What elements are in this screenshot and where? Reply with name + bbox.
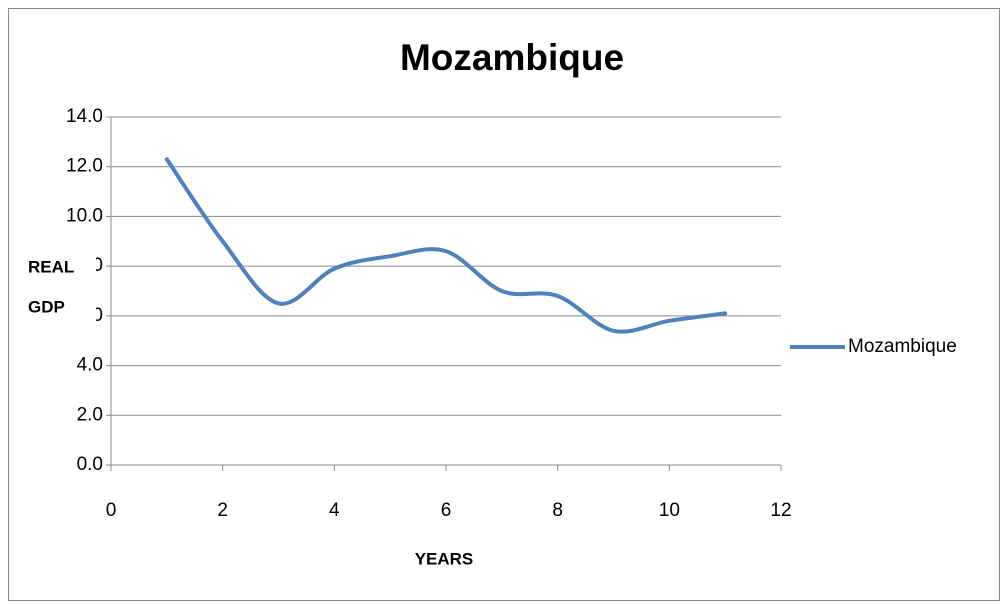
chart-title: Mozambique: [400, 37, 624, 78]
x-tick-label: 12: [770, 500, 791, 521]
x-tick-label: 2: [217, 500, 228, 521]
x-axis-title: YEARS: [415, 549, 474, 568]
x-tick-label: 4: [329, 500, 340, 521]
y-tick-label: 14.0: [66, 106, 103, 127]
x-tick-label: 0: [106, 500, 117, 521]
x-tick-label: 6: [441, 500, 452, 521]
y-tick-label: 10.0: [66, 205, 103, 226]
y-axis-title: REAL: [28, 257, 74, 276]
legend-label: Mozambique: [848, 336, 957, 357]
y-tick-label: 2.0: [77, 404, 103, 425]
series-line: [164, 157, 728, 334]
x-tick-label: 10: [659, 500, 680, 521]
y-tick-label: 12.0: [66, 156, 103, 177]
y-axis-title: GDP: [28, 297, 65, 316]
y-tick-label: 0.0: [77, 454, 103, 475]
x-tick-label: 8: [552, 500, 563, 521]
axis-title-bg: [20, 255, 96, 281]
y-tick-label: 4.0: [77, 355, 103, 376]
axis-title-bg: [20, 295, 96, 321]
chart-border: [8, 8, 1000, 601]
